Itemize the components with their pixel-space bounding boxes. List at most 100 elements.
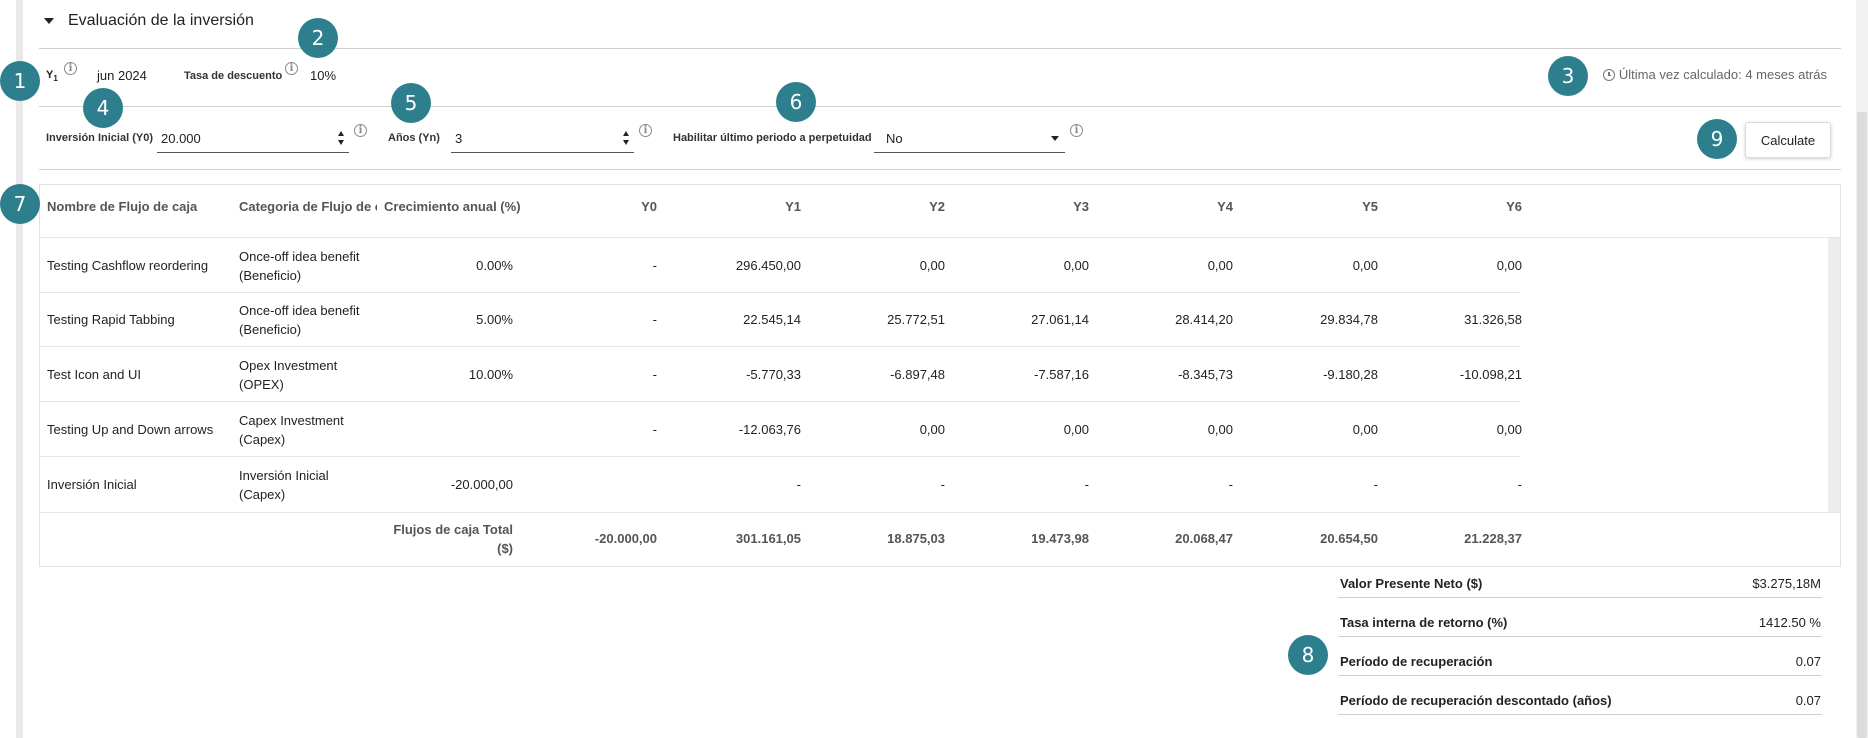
col-header-category[interactable]: Categoria de Flujo de c [239, 199, 377, 214]
cell-value-y0: - [652, 422, 657, 437]
initial-investment-value[interactable]: 20.000 [161, 130, 201, 146]
cell-category-line1: Opex Investment [239, 358, 338, 373]
col-header-y3[interactable]: Y3 [1073, 199, 1089, 214]
cell-value-y4: -8.345,73 [1178, 367, 1233, 382]
perpetuity-select[interactable]: No [874, 124, 1065, 153]
y1-info-icon[interactable]: i [64, 62, 77, 75]
cell-value-y6: 0,00 [1496, 258, 1522, 273]
years-input[interactable]: 3 [451, 124, 634, 153]
cell-category-line1: Once-off idea benefit [239, 249, 360, 264]
cell-name: Testing Cashflow reordering [47, 258, 209, 273]
total-value-y1: 301.161,05 [735, 531, 801, 546]
col-header-growth[interactable]: Crecimiento anual (%) [384, 199, 521, 214]
summary-value: 0.07 [1795, 693, 1821, 708]
annotation-badge-2: 2 [298, 18, 338, 58]
cell-value-y0: - [652, 258, 657, 273]
arrow-up-icon[interactable] [623, 131, 629, 136]
header-divider [40, 237, 1840, 238]
cell-value-y1: - [796, 477, 801, 492]
years-label: Años (Yn) [388, 132, 440, 144]
cell-category-line1: Capex Investment [239, 413, 344, 428]
total-value-y6: 21.228,37 [1464, 531, 1522, 546]
annotation-badge-1: 1 [0, 61, 40, 101]
cell-value-y1: 296.450,00 [735, 258, 801, 273]
cell-value-y5: 0,00 [1352, 422, 1378, 437]
summary-value: 0.07 [1795, 654, 1821, 669]
cell-value-y1: 22.545,14 [743, 312, 801, 327]
row-divider [40, 346, 1520, 347]
y1-label-main: Y [46, 69, 54, 81]
summary-divider [1338, 636, 1822, 637]
cell-name: Test Icon and UI [47, 367, 141, 382]
cell-name: Inversión Inicial [47, 477, 137, 492]
y1-value: jun 2024 [97, 68, 147, 83]
discount-rate-label: Tasa de descuento [184, 70, 283, 82]
cell-value-y3: 0,00 [1063, 258, 1089, 273]
summary-divider [1338, 675, 1822, 676]
cell-value-y6: - [1517, 477, 1522, 492]
totals-label-line1: Flujos de caja Total [393, 522, 513, 537]
initial-investment-input[interactable]: 20.000 [157, 124, 349, 153]
summary-label: Tasa interna de retorno (%) [1340, 615, 1508, 630]
perpetuity-value[interactable]: No [886, 130, 903, 146]
cell-value-y5: 0,00 [1352, 258, 1378, 273]
cell-value-y6: 0,00 [1496, 422, 1522, 437]
cell-value-y6: -10.098,21 [1459, 367, 1522, 382]
cell-category-line1: Inversión Inicial [239, 468, 329, 483]
clock-icon [1602, 68, 1615, 81]
last-calculated-text: Última vez calculado: 4 meses atrás [1618, 67, 1827, 82]
cell-category-line2: (Capex) [239, 432, 286, 447]
cell-value-y5: - [1373, 477, 1378, 492]
annotation-badge-4: 4 [83, 88, 123, 128]
cell-value-y2: 25.772,51 [887, 312, 945, 327]
arrow-down-icon[interactable] [623, 140, 629, 145]
col-header-y6[interactable]: Y6 [1506, 199, 1522, 214]
perpetuity-info-icon[interactable]: i [1070, 124, 1083, 137]
cell-value-y0: - [652, 312, 657, 327]
cell-category-line2: (Beneficio) [239, 322, 302, 337]
cell-value-y4: - [1228, 477, 1233, 492]
discount-info-icon[interactable]: i [285, 62, 298, 75]
cell-name: Testing Up and Down arrows [47, 422, 214, 437]
years-stepper[interactable] [620, 131, 632, 145]
annotation-badge-9: 9 [1697, 119, 1737, 159]
annotation-badge-8: 8 [1288, 635, 1328, 675]
summary-label: Período de recuperación [1340, 654, 1493, 669]
calculate-button[interactable]: Calculate [1745, 122, 1831, 158]
y1-label-sub: 1 [53, 74, 58, 84]
initial-investment-info-icon[interactable]: i [354, 124, 367, 137]
cell-growth: -20.000,00 [450, 477, 513, 492]
col-header-y0[interactable]: Y0 [641, 199, 657, 214]
years-info-icon[interactable]: i [639, 124, 652, 137]
col-header-y2[interactable]: Y2 [929, 199, 945, 214]
summary-label: Período de recuperación descontado (años… [1340, 693, 1612, 708]
last-calculated: Última vez calculado: 4 meses atrás [1602, 67, 1827, 82]
caret-down-icon [44, 18, 54, 24]
table-scrollbar[interactable] [1828, 238, 1840, 512]
col-header-y1[interactable]: Y1 [785, 199, 801, 214]
summary-divider [1338, 714, 1822, 715]
arrow-down-icon[interactable] [338, 140, 344, 145]
cell-value-y3: 27.061,14 [1031, 312, 1089, 327]
cell-name: Testing Rapid Tabbing [47, 312, 175, 327]
annotation-badge-3: 3 [1548, 56, 1588, 96]
cell-category-line2: (Capex) [239, 487, 286, 502]
cell-category-line2: (OPEX) [239, 377, 284, 392]
divider [39, 48, 1841, 49]
page-scrollbar-thumb[interactable] [1857, 112, 1867, 738]
arrow-up-icon[interactable] [338, 131, 344, 136]
total-value-y5: 20.654,50 [1320, 531, 1378, 546]
initial-investment-stepper[interactable] [335, 131, 347, 145]
annotation-badge-6: 6 [776, 82, 816, 122]
section-toggle[interactable]: Evaluación de la inversión [44, 8, 254, 34]
col-header-y5[interactable]: Y5 [1362, 199, 1378, 214]
cell-value-y2: 0,00 [919, 422, 945, 437]
years-value[interactable]: 3 [455, 130, 463, 146]
cell-value-y2: - [940, 477, 945, 492]
totals-divider [40, 512, 1840, 513]
initial-investment-label: Inversión Inicial (Y0) [46, 132, 153, 144]
cell-value-y2: 0,00 [919, 258, 945, 273]
cell-value-y3: - [1084, 477, 1089, 492]
col-header-name[interactable]: Nombre de Flujo de caja [47, 199, 198, 214]
col-header-y4[interactable]: Y4 [1217, 199, 1233, 214]
